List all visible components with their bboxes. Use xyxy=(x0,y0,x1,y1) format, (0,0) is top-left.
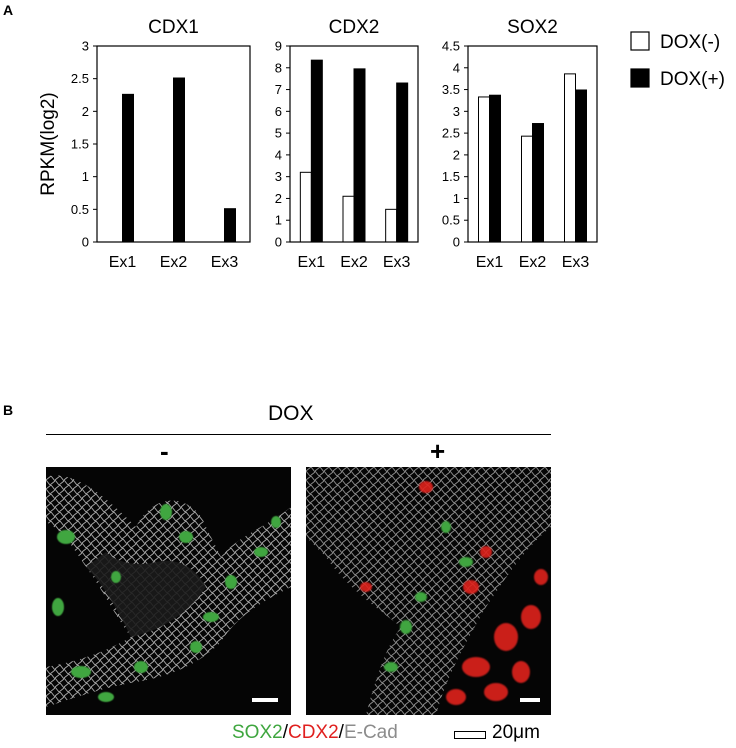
bar-cdx1-2-dox-plus xyxy=(224,208,236,243)
bar-sox2-1-dox-plus xyxy=(532,123,544,243)
legend-swatch-dox-plus xyxy=(630,68,650,88)
y-tick-label-sox2-0: 0 xyxy=(453,235,460,250)
legend-label-dox-plus: DOX(+) xyxy=(660,69,725,90)
dox-header: DOX xyxy=(268,402,314,425)
bar-cdx2-1-dox-plus xyxy=(353,68,366,243)
bar-sox2-1-dox-minus xyxy=(521,135,533,243)
caption-sep-2: / xyxy=(338,722,344,743)
y-tick-label-cdx2-1: 1 xyxy=(275,213,282,228)
y-tick-label-cdx1-4: 2 xyxy=(82,104,89,119)
micrograph-dox-minus-image xyxy=(46,475,291,707)
chart-title-cdx1: CDX1 xyxy=(148,17,199,38)
dox-header-rule xyxy=(46,434,551,435)
caption-sox2: SOX2 xyxy=(232,722,283,743)
bar-sox2-2-dox-minus xyxy=(564,73,576,243)
scale-legend-bar xyxy=(454,731,486,739)
y-tick-label-sox2-3: 1.5 xyxy=(442,169,460,184)
y-tick-label-cdx2-5: 5 xyxy=(275,126,282,141)
bar-sox2-0-dox-plus xyxy=(489,94,501,243)
x-tick-label-sox2-2: Ex3 xyxy=(562,254,590,271)
y-tick-label-cdx2-2: 2 xyxy=(275,191,282,206)
x-tick-label-sox2-1: Ex2 xyxy=(519,254,547,271)
panel-a-label: A xyxy=(3,2,14,18)
bar-sox2-2-dox-plus xyxy=(575,89,587,243)
micrograph-dox-plus-image xyxy=(306,467,551,715)
bar-cdx2-2-dox-minus xyxy=(385,208,398,243)
y-tick-label-sox2-6: 3 xyxy=(453,104,460,119)
bar-cdx2-2-dox-plus xyxy=(396,82,409,243)
bar-charts: CDX1 0 0.5 1 1.5 2 2.5 3 Ex1 Ex2 Ex3 RPKM(log2) CDX2… xyxy=(38,17,725,271)
chart-title-sox2: SOX2 xyxy=(507,17,558,38)
y-tick-label-cdx2-6: 6 xyxy=(275,104,282,119)
y-axis-label: RPKM(log2) xyxy=(38,92,59,195)
panel-b-label: B xyxy=(3,402,14,418)
bar-sox2-0-dox-minus xyxy=(478,96,490,243)
y-tick-label-cdx1-1: 0.5 xyxy=(71,202,89,217)
x-tick-label-cdx1-0: Ex1 xyxy=(109,254,137,271)
dox-minus-label: - xyxy=(160,436,169,466)
y-tick-label-cdx1-5: 2.5 xyxy=(71,71,89,86)
y-tick-label-cdx2-4: 4 xyxy=(275,147,282,162)
y-tick-label-cdx2-0: 0 xyxy=(275,235,282,250)
y-tick-label-sox2-5: 2.5 xyxy=(442,126,460,141)
y-tick-label-sox2-4: 2 xyxy=(453,147,460,162)
x-tick-label-cdx1-1: Ex2 xyxy=(160,254,188,271)
scale-bar-dox-minus xyxy=(252,698,278,702)
caption-cdx2: CDX2 xyxy=(287,722,339,743)
legend-label-dox-minus: DOX(-) xyxy=(660,32,720,53)
legend-swatch-dox-minus xyxy=(630,31,650,51)
bar-cdx1-1-dox-plus xyxy=(173,77,185,243)
y-tick-label-cdx1-0: 0 xyxy=(82,235,89,250)
scale-legend-label: 20μm xyxy=(492,722,540,743)
y-tick-label-cdx2-9: 9 xyxy=(275,39,282,54)
x-tick-label-cdx2-0: Ex1 xyxy=(298,254,326,271)
x-tick-label-cdx1-2: Ex3 xyxy=(211,254,239,271)
bar-cdx2-0-dox-plus xyxy=(310,59,323,243)
y-tick-label-cdx2-7: 7 xyxy=(275,82,282,97)
dox-plus-label: + xyxy=(430,436,446,466)
bar-cdx1-0-dox-plus xyxy=(122,93,134,243)
y-tick-label-sox2-7: 3.5 xyxy=(442,82,460,97)
x-tick-label-cdx2-2: Ex3 xyxy=(383,254,411,271)
y-tick-label-cdx1-6: 3 xyxy=(82,39,89,54)
plot-frame-cdx1 xyxy=(96,45,251,243)
y-tick-label-cdx1-3: 1.5 xyxy=(71,137,89,152)
micrograph-dox-plus xyxy=(306,467,551,715)
y-tick-label-cdx2-8: 8 xyxy=(275,60,282,75)
bar-cdx2-1-dox-minus xyxy=(342,195,355,243)
caption-ecad: E-Cad xyxy=(343,722,398,743)
stain-caption: SOX2/CDX2/E-Cad xyxy=(232,722,398,744)
y-tick-label-cdx2-3: 3 xyxy=(275,169,282,184)
y-tick-label-sox2-1: 0.5 xyxy=(442,213,460,228)
y-tick-label-cdx1-2: 1 xyxy=(82,169,89,184)
plot-frame-cdx2 xyxy=(289,45,419,243)
chart-title-cdx2: CDX2 xyxy=(329,17,380,38)
x-tick-label-sox2-0: Ex1 xyxy=(476,254,504,271)
plot-frame-sox2 xyxy=(467,45,598,243)
y-tick-label-sox2-8: 4 xyxy=(453,60,460,75)
bar-cdx2-0-dox-minus xyxy=(299,171,312,243)
micrograph-dox-minus xyxy=(46,467,291,715)
y-tick-label-sox2-9: 4.5 xyxy=(442,39,460,54)
x-tick-label-cdx2-1: Ex2 xyxy=(340,254,368,271)
caption-sep-1: / xyxy=(282,722,288,743)
y-tick-label-sox2-2: 1 xyxy=(453,191,460,206)
scale-bar-dox-plus xyxy=(520,698,540,702)
